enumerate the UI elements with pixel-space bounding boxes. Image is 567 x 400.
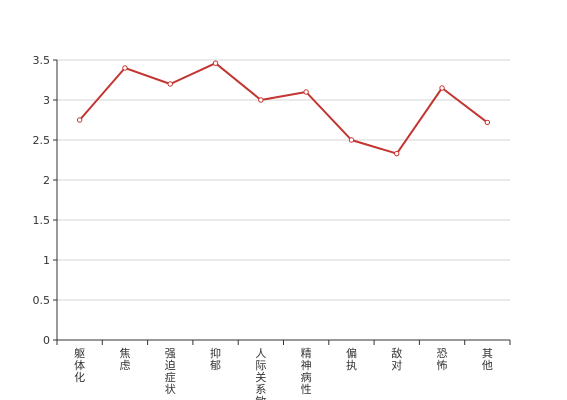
x-tick-label: 抑郁 — [210, 346, 221, 372]
x-tick-label: 偏执 — [346, 346, 357, 372]
y-tick-label: 2 — [43, 174, 50, 187]
x-tick-label: 恐怖 — [437, 347, 448, 372]
x-tick-label: 焦虑 — [119, 347, 130, 372]
y-tick-label: 1 — [43, 254, 50, 267]
x-tick-label: 人际关系敏感 — [255, 347, 266, 400]
data-point[interactable] — [122, 65, 128, 71]
y-tick-label: 0.5 — [33, 294, 51, 307]
x-axis-labels: 躯体化 焦虑 强迫症状 抑郁 人际关系敏感 精神病性 偏执 敌对 恐怖 其他 — [74, 346, 493, 400]
y-tick-label: 3.5 — [33, 54, 51, 67]
x-axis — [56, 60, 511, 345]
data-point[interactable] — [76, 117, 83, 123]
series-group — [76, 60, 491, 157]
x-tick-label: 精神病性 — [301, 347, 312, 396]
y-tick-label: 0 — [43, 334, 50, 347]
x-tick-label: 其他 — [482, 347, 493, 372]
y-tick-label: 2.5 — [33, 134, 51, 147]
series-line — [78, 62, 488, 155]
data-point[interactable] — [439, 85, 445, 91]
y-axis-ticks: 0 0.5 1 1.5 2 2.5 3 3.5 — [33, 54, 57, 347]
grid-lines — [57, 59, 510, 301]
y-tick-label: 3 — [43, 94, 50, 107]
x-tick-label: 强迫症状 — [165, 347, 176, 396]
data-point[interactable] — [212, 60, 219, 66]
x-tick-label: 躯体化 — [74, 347, 85, 384]
y-tick-label: 1.5 — [33, 214, 51, 227]
data-point[interactable] — [394, 150, 400, 157]
x-tick-label: 敌对 — [391, 346, 402, 372]
data-point[interactable] — [348, 137, 355, 143]
data-point[interactable] — [484, 119, 491, 126]
data-point[interactable] — [167, 81, 173, 87]
data-point[interactable] — [303, 89, 309, 95]
data-point[interactable] — [258, 97, 264, 103]
